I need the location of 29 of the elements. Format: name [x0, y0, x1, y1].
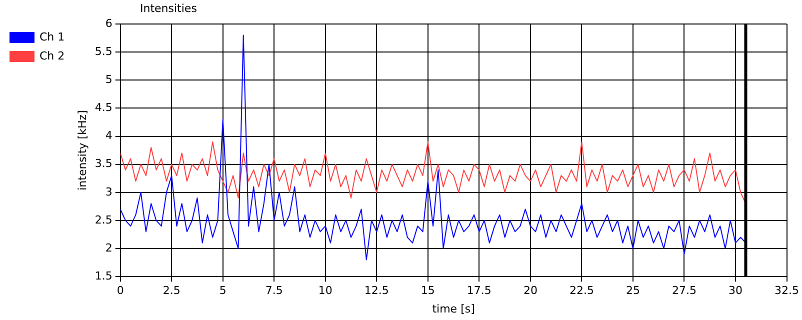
- x-tick-label: 32.5: [774, 284, 800, 298]
- y-tick-label: 3.5: [94, 157, 112, 170]
- y-tick-label: 2.5: [94, 213, 112, 226]
- legend-label: Ch 2: [40, 49, 65, 62]
- y-axis-title: intensity [kHz]: [76, 110, 90, 190]
- x-tick-label: 7.5: [265, 284, 283, 298]
- y-tick-label: 6: [105, 16, 112, 30]
- chart-title: Intensities: [140, 2, 197, 15]
- x-tick-label: 25: [626, 284, 640, 298]
- y-tick-label: 3: [105, 185, 112, 198]
- x-tick-label: 0: [116, 284, 124, 298]
- x-tick-label: 2.5: [162, 284, 180, 298]
- x-tick-label: 5: [219, 284, 226, 298]
- x-tick-label: 27.5: [672, 284, 696, 298]
- y-tick-label: 2: [105, 241, 112, 254]
- x-tick-label: 17.5: [466, 284, 492, 298]
- x-axis-title: time [s]: [432, 302, 475, 316]
- x-tick-label: 12.5: [364, 284, 389, 298]
- y-tick-label: 1.5: [94, 269, 112, 282]
- y-tick-label: 5.5: [94, 44, 112, 58]
- y-tick-label: 4: [105, 129, 112, 142]
- x-tick-label: 22.5: [569, 284, 594, 298]
- x-tick-label: 15: [420, 284, 435, 298]
- y-tick-label: 5: [105, 72, 112, 86]
- legend-label: Ch 1: [40, 30, 65, 44]
- y-tick-label: 4.5: [94, 101, 112, 114]
- x-tick-label: 10: [318, 284, 332, 298]
- x-tick-label: 30: [728, 284, 742, 298]
- x-tick-label: 20: [523, 284, 538, 298]
